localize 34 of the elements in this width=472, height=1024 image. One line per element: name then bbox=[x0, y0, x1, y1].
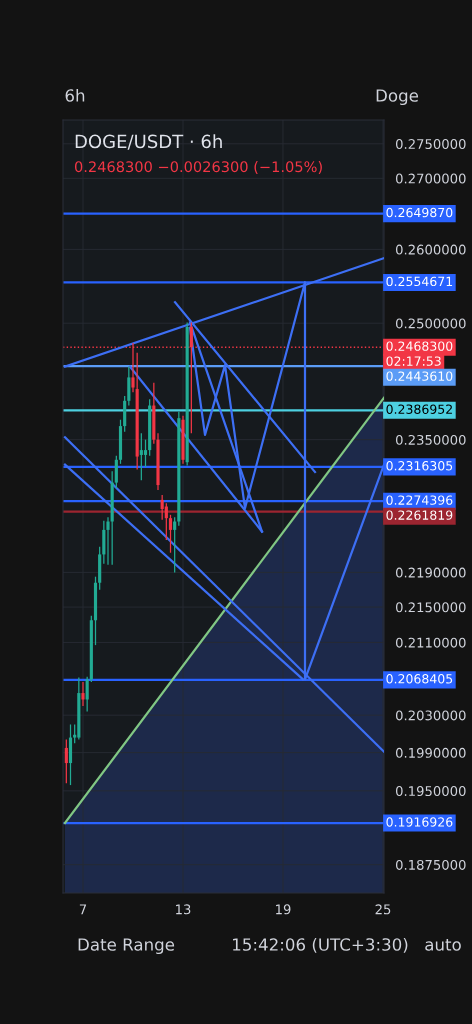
y-tick-label: 0.2150000 bbox=[395, 602, 466, 613]
annotation: 02:17:53 bbox=[386, 356, 441, 366]
ref-line-label: 0.2316305 bbox=[386, 461, 453, 471]
x-tick-label: 7 bbox=[79, 904, 87, 915]
y-tick-label: 0.1950000 bbox=[395, 786, 466, 797]
ref-line-label: 0.2386952 bbox=[386, 404, 452, 414]
ref-line-label: 0.2443610 bbox=[386, 371, 453, 381]
text: 0.2468300 −0.0026300 (−1.05%) bbox=[74, 160, 322, 174]
text: 15:42:06 (UTC+3:30) bbox=[233, 937, 408, 953]
text: auto bbox=[425, 938, 461, 951]
text: Date Range bbox=[78, 938, 175, 955]
ref-line-label: 0.2468300 bbox=[386, 341, 453, 351]
x-tick-label: 13 bbox=[176, 904, 191, 915]
y-tick-label: 0.2190000 bbox=[395, 567, 466, 578]
ref-line-label: 0.2649870 bbox=[386, 207, 453, 218]
y-tick-label: 0.2750000 bbox=[395, 139, 466, 149]
text: DOGE/USDT · 6h bbox=[75, 134, 222, 150]
y-tick-label: 0.2700000 bbox=[395, 173, 466, 184]
ref-line-label: 0.2068405 bbox=[386, 674, 453, 684]
ref-line-label: 0.2554671 bbox=[386, 276, 453, 287]
text: 6h bbox=[65, 88, 85, 102]
y-tick-label: 0.2030000 bbox=[395, 710, 466, 721]
y-tick-label: 0.1875000 bbox=[395, 859, 466, 870]
y-tick-label: 0.2350000 bbox=[395, 434, 466, 445]
ref-line-label: 0.1916926 bbox=[386, 817, 453, 827]
y-tick-label: 0.2110000 bbox=[395, 637, 466, 648]
ref-line-label: 0.2261819 bbox=[386, 510, 453, 520]
x-tick-label: 19 bbox=[276, 904, 291, 915]
x-tick-label: 25 bbox=[375, 904, 391, 915]
text: Doge bbox=[376, 89, 419, 106]
y-tick-label: 0.2500000 bbox=[395, 318, 466, 329]
ref-line-label: 0.2274396 bbox=[386, 495, 453, 505]
y-tick-label: 0.1990000 bbox=[395, 747, 466, 758]
y-tick-label: 0.2600000 bbox=[395, 244, 466, 255]
